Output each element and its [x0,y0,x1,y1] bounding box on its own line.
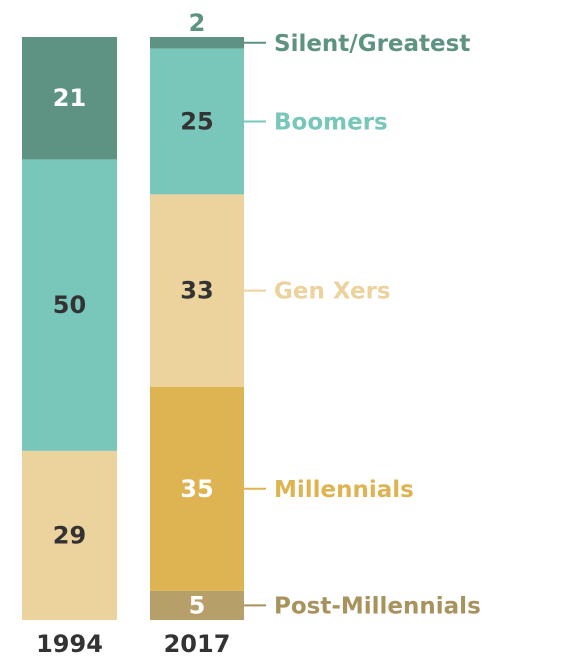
bar-segment-2017-millennials [150,386,244,591]
legend-label-millennials: Millennials [274,477,414,503]
legend-label-boomers: Boomers [274,110,388,136]
category-label-1994: 1994 [36,630,103,658]
bar-segment-2017-silent-greatest [150,37,244,49]
bar-segment-1994-boomers [22,159,117,451]
value-label-2017-boomers: 25 [180,108,213,136]
legend-label-post-millennials: Post-Millennials [274,593,481,619]
value-label-1994-boomers: 50 [53,291,86,319]
value-label-2017-silent-greatest: 2 [189,9,206,37]
category-label-2017: 2017 [164,630,231,658]
value-label-2017-post-millennials: 5 [189,591,206,619]
bar-segment-1994-gen-xers [22,450,117,620]
value-label-2017-gen-xers: 33 [180,277,213,305]
bar-segment-2017-post-millennials [150,590,244,620]
legend-label-gen-xers: Gen Xers [274,279,391,305]
value-label-1994-silent-greatest: 21 [53,84,86,112]
bar-segment-2017-gen-xers [150,194,244,387]
value-label-2017-millennials: 35 [180,475,213,503]
bar-segment-1994-silent-greatest [22,37,117,160]
legend-label-silent-greatest: Silent/Greatest [274,31,470,57]
value-label-1994-gen-xers: 29 [53,522,86,550]
bar-segment-2017-boomers [150,48,244,195]
